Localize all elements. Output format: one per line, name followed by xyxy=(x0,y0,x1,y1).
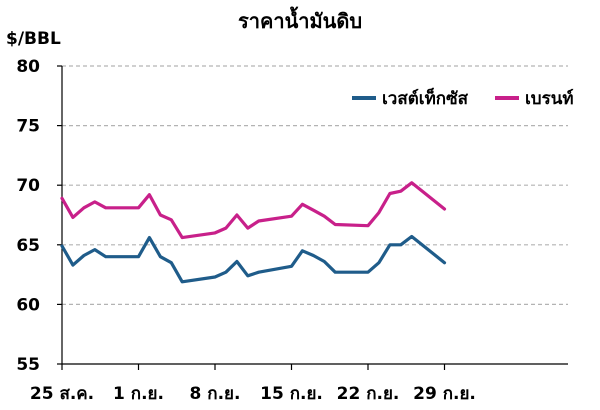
y-tick-label: 80 xyxy=(16,57,40,77)
x-tick-label: 15 ก.ย. xyxy=(260,384,323,404)
y-tick-label: 65 xyxy=(16,236,40,256)
x-tick-label: 8 ก.ย. xyxy=(190,384,241,404)
y-tick-label: 70 xyxy=(16,176,40,196)
y-axis-unit-label: $/BBL xyxy=(6,29,61,49)
legend-label: เบรนท์ xyxy=(525,88,574,109)
x-tick-label: 29 ก.ย. xyxy=(413,384,476,404)
x-axis: 25 ส.ค. 1 ก.ย. 8 ก.ย. 15 ก.ย. 22 ก.ย. 29 ก.ย. xyxy=(30,363,568,404)
y-axis-ticks: 55 60 65 70 75 80 xyxy=(16,57,63,375)
series-line-1 xyxy=(60,181,447,240)
y-tick-label: 55 xyxy=(16,355,40,375)
series-lines xyxy=(60,181,447,284)
x-tick-label: 25 ส.ค. xyxy=(30,384,94,404)
x-tick-label: 22 ก.ย. xyxy=(337,384,400,404)
y-tick-label: 75 xyxy=(16,117,40,137)
legend: เวสต์เท็กซัส เบรนท์ xyxy=(352,86,574,109)
x-tick-label: 1 ก.ย. xyxy=(113,384,164,404)
chart-title: ราคาน้ำมันดิบ xyxy=(238,6,362,33)
series-line-0 xyxy=(60,234,447,284)
y-tick-label: 60 xyxy=(16,295,40,315)
gridlines xyxy=(62,65,568,305)
legend-label: เวสต์เท็กซัส xyxy=(382,86,469,109)
